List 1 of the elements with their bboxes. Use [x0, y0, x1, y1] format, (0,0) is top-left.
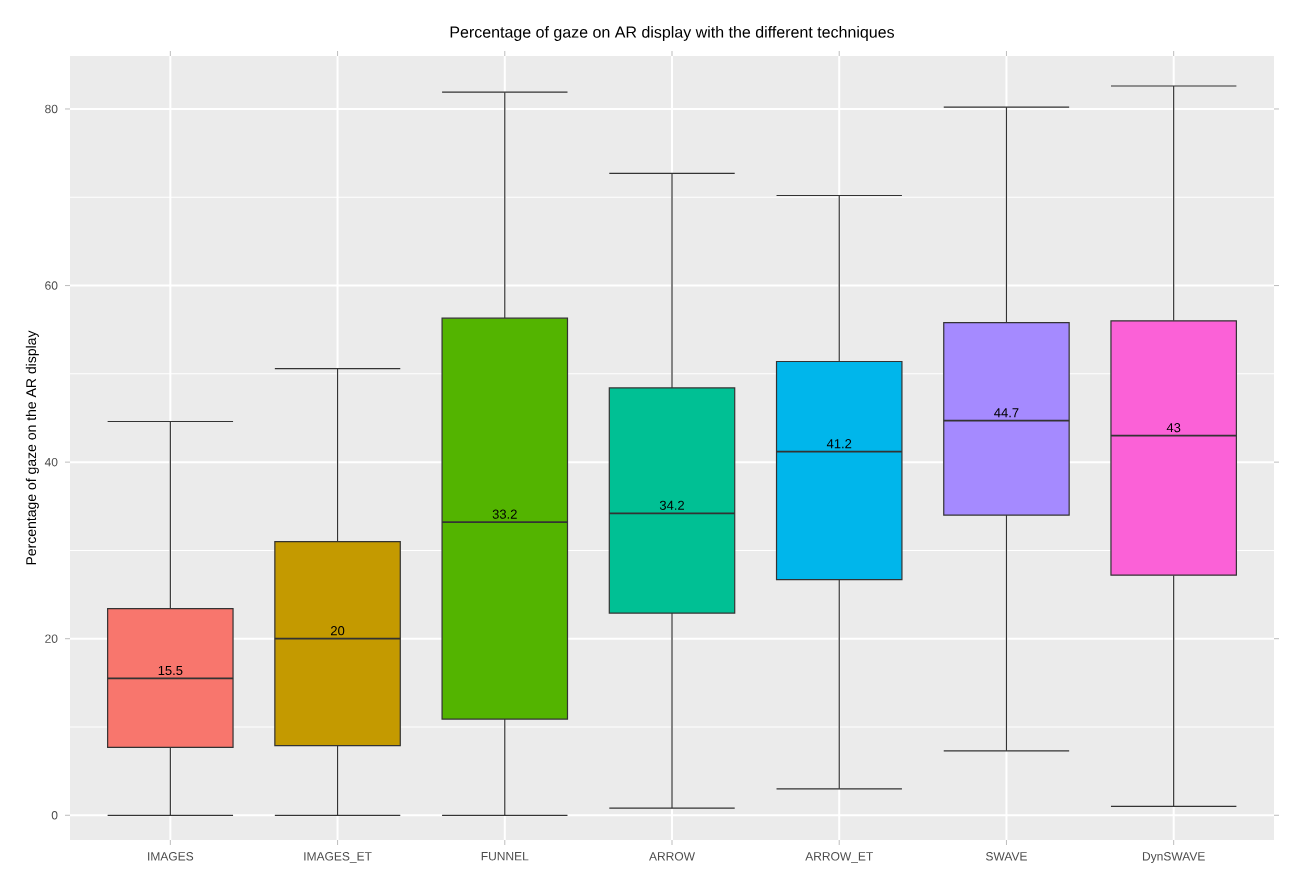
chart-title: Percentage of gaze on AR display with the different techniques: [450, 26, 895, 41]
